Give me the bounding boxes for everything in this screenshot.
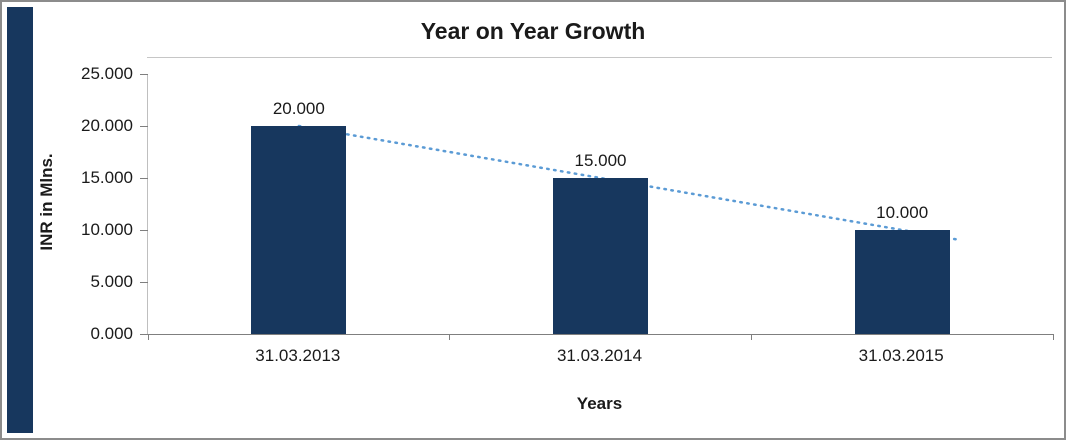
x-axis-tick-label: 31.03.2015: [858, 346, 944, 365]
y-axis-tick-label: 15.000: [81, 168, 133, 187]
plot-area: 20.000 15.000 10.000: [140, 73, 1054, 340]
y-axis-tick-mark: [140, 229, 148, 231]
bar: [251, 126, 347, 334]
y-axis-tick-mark: [140, 125, 148, 127]
y-axis-tick-label: 10.000: [81, 220, 133, 239]
y-axis-tick-label: 25.000: [81, 64, 133, 83]
y-axis-tick-mark: [140, 177, 148, 179]
x-axis-tick-mark: [449, 334, 451, 340]
y-axis-tick-mark: [140, 73, 148, 75]
x-axis-tick-mark: [750, 334, 752, 340]
y-axis-tick-mark: [140, 333, 148, 335]
y-axis-tick-mark: [140, 281, 148, 283]
y-axis-tick-label: 0.000: [90, 324, 133, 343]
bar-data-label: 10.000: [876, 203, 929, 222]
x-axis-tick-label: 31.03.2013: [255, 346, 341, 365]
plot-top-border: [147, 57, 1052, 58]
bar-data-label: 15.000: [574, 151, 627, 170]
y-axis-tick-label: 20.000: [81, 116, 133, 135]
chart-title: Year on Year Growth: [420, 18, 646, 44]
left-accent-strip: [7, 7, 33, 433]
bar: [553, 178, 648, 334]
bar-data-label: 20.000: [272, 99, 325, 118]
x-axis-tick-mark: [147, 334, 149, 340]
x-axis-tick-mark: [1052, 334, 1054, 340]
x-axis: 31.03.2013 31.03.2014 31.03.2015: [147, 346, 1052, 368]
bar: [854, 230, 950, 334]
x-axis-title: Years: [576, 394, 623, 413]
x-axis-tick-label: 31.03.2014: [556, 346, 643, 365]
y-axis: 0.000 5.000 10.000 15.000 20.000 25.000: [2, 64, 139, 343]
y-axis-tick-label: 5.000: [90, 272, 133, 291]
